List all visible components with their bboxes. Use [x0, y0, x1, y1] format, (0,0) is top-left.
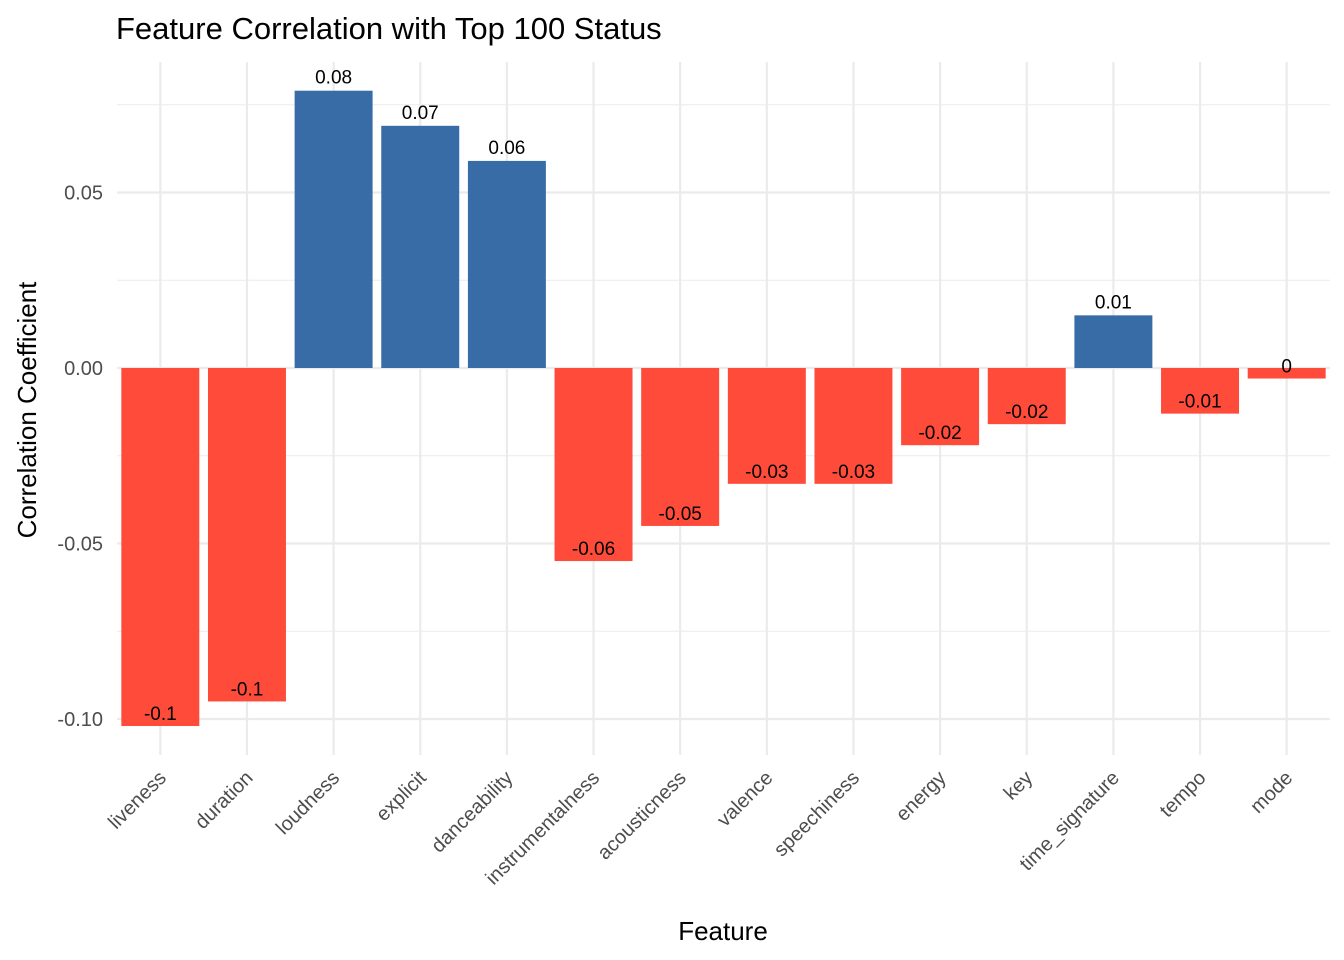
y-tick-label: 0.05: [64, 183, 103, 205]
bar-speechiness: [814, 368, 893, 484]
data-label: -0.03: [832, 462, 875, 483]
bar-energy: [901, 368, 980, 446]
data-label: -0.02: [1005, 402, 1048, 423]
bars: [121, 90, 1326, 727]
data-label: 0: [1281, 357, 1292, 378]
y-tick-label: -0.10: [57, 709, 103, 731]
data-label: 0.06: [488, 138, 525, 159]
x-axis-title: Feature: [678, 916, 768, 946]
data-label: -0.1: [144, 704, 177, 725]
data-label: -0.03: [745, 462, 788, 483]
x-tick-label: mode: [1246, 767, 1297, 818]
x-axis-ticks: liveness duration loudness explicitdanceabi…: [104, 767, 1297, 890]
bar-loudness: [294, 90, 373, 369]
y-axis-ticks: -0.10 -0.05 0.00 0.05: [57, 183, 103, 732]
y-tick-label: -0.05: [57, 534, 103, 556]
x-tick-label: valence: [713, 767, 777, 831]
x-tick-label: liveness: [104, 767, 171, 834]
bar-duration: [207, 368, 286, 702]
y-axis-title: Correlation Coefficient: [12, 281, 42, 539]
x-tick-label: danceability: [427, 767, 517, 857]
data-label: 0.08: [315, 68, 352, 89]
data-label: -0.06: [572, 539, 615, 560]
x-tick-label: explicit: [372, 767, 431, 826]
x-tick-label: tempo: [1156, 767, 1211, 822]
data-label: -0.05: [659, 504, 702, 525]
bar-key: [987, 368, 1066, 425]
bar-explicit: [381, 125, 460, 368]
bar-mode: [1247, 368, 1326, 379]
data-label: 0.07: [402, 103, 439, 124]
bar-tempo: [1161, 368, 1240, 414]
bar-liveness: [121, 368, 200, 727]
x-tick-label: key: [1000, 767, 1038, 805]
x-tick-label: speechiness: [770, 767, 864, 861]
data-label: -0.01: [1178, 392, 1221, 413]
data-label: -0.02: [918, 423, 961, 444]
bar-valence: [727, 368, 806, 484]
x-tick-label: duration: [191, 767, 258, 834]
x-tick-label: acousticness: [593, 767, 690, 864]
bar-time_signature: [1074, 315, 1153, 368]
y-tick-label: 0.00: [64, 358, 103, 380]
x-tick-label: loudness: [272, 767, 344, 839]
data-label: 0.01: [1095, 292, 1132, 313]
bar-instrumentalness: [554, 368, 633, 562]
chart-title: Feature Correlation with Top 100 Status: [116, 11, 662, 46]
bar-acousticness: [641, 368, 720, 526]
data-labels: -0.1 -0.1 0.08 0.07 0.06 -0.06 -0.05 -0.03 -0.03…: [144, 68, 1292, 725]
bar-danceability: [467, 160, 546, 368]
data-label: -0.1: [231, 679, 264, 700]
x-tick-label: energy: [892, 767, 951, 826]
